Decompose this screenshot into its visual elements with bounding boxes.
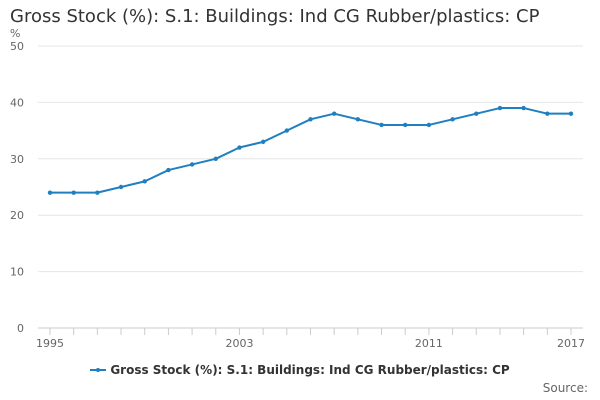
y-tick-label: 10 — [10, 266, 24, 279]
source-label[interactable]: Source: — [542, 381, 588, 395]
y-tick-label: 30 — [10, 153, 24, 166]
data-point[interactable] — [403, 122, 408, 128]
data-point[interactable] — [71, 190, 76, 195]
data-point[interactable] — [450, 117, 455, 122]
y-tick-label: 0 — [17, 322, 24, 335]
data-point[interactable] — [521, 105, 526, 111]
data-point[interactable] — [497, 105, 503, 111]
legend-swatch-icon — [90, 365, 107, 375]
data-point[interactable] — [568, 111, 574, 116]
y-axis-label: % — [10, 27, 20, 40]
x-tick-label: 2017 — [557, 337, 585, 350]
x-tick-label: 1995 — [36, 337, 64, 350]
data-point[interactable] — [474, 111, 479, 116]
y-tick-label: 20 — [10, 209, 24, 222]
legend[interactable]: Gross Stock (%): S.1: Buildings: Ind CG … — [0, 363, 600, 378]
data-point[interactable] — [331, 111, 337, 116]
y-tick-label: 50 — [10, 40, 24, 53]
x-tick-label: 2003 — [225, 337, 253, 350]
y-tick-label: 40 — [10, 96, 24, 109]
x-axis: 1995 2003 2011 2017 — [36, 328, 585, 350]
data-point[interactable] — [260, 139, 266, 145]
data-point[interactable] — [355, 117, 361, 122]
legend-label: Gross Stock (%): S.1: Buildings: Ind CG … — [110, 363, 510, 377]
data-point[interactable] — [118, 184, 124, 190]
data-point[interactable] — [95, 190, 100, 195]
chart-title: Gross Stock (%): S.1: Buildings: Ind CG … — [10, 6, 540, 27]
data-point[interactable] — [213, 156, 218, 161]
data-point[interactable] — [284, 128, 290, 133]
y-axis: 0 10 20 30 40 50 — [10, 40, 24, 335]
data-point[interactable] — [426, 122, 432, 128]
x-tick-label: 2011 — [415, 337, 443, 350]
data-point[interactable] — [166, 167, 171, 173]
data-point[interactable] — [189, 162, 195, 167]
data-point[interactable] — [379, 122, 384, 128]
data-point[interactable] — [545, 111, 550, 116]
series-layer — [47, 105, 574, 195]
data-point[interactable] — [237, 145, 242, 150]
data-point[interactable] — [308, 117, 313, 122]
data-point[interactable] — [142, 179, 147, 184]
data-point[interactable] — [47, 190, 53, 195]
